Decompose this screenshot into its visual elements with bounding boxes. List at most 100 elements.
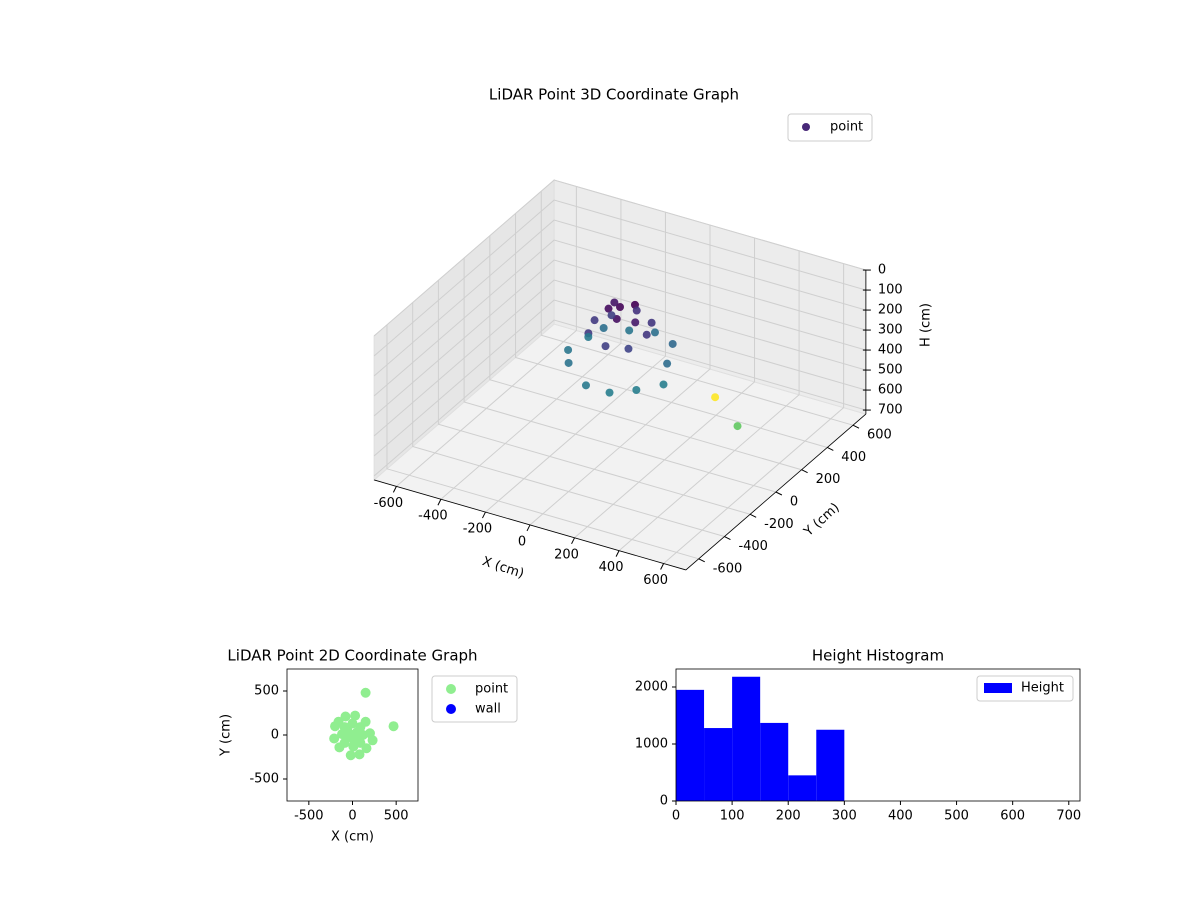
- grid-line: [663, 263, 845, 564]
- z-tick-label: 0: [878, 263, 886, 278]
- point: [584, 333, 593, 342]
- point: [360, 687, 371, 698]
- bar: [704, 728, 733, 801]
- grid-line: [373, 299, 867, 457]
- z-axis-label: H (cm): [919, 303, 934, 347]
- tick-mark: [698, 558, 705, 563]
- grid-line: [373, 179, 867, 337]
- y-tick-label: 1000: [635, 737, 668, 752]
- grid-line: [396, 186, 577, 487]
- legend-marker: [446, 684, 456, 694]
- bar: [816, 729, 845, 801]
- point: [668, 339, 677, 348]
- x-tick-label: 0: [348, 809, 356, 824]
- z-tick-label: 500: [878, 363, 903, 378]
- point: [340, 711, 351, 722]
- y-tick-label: 0: [790, 495, 798, 510]
- grid-line: [437, 280, 751, 515]
- x-tick-label: 700: [1056, 809, 1081, 824]
- x-tick-label: 500: [944, 809, 969, 824]
- y-tick-label: -200: [764, 517, 794, 532]
- y-tick-label: 500: [254, 684, 279, 699]
- point: [631, 318, 640, 327]
- point: [632, 306, 641, 315]
- grid-line: [373, 259, 867, 417]
- y-tick-label: -600: [713, 561, 743, 576]
- legend-label: Height: [1021, 681, 1064, 696]
- grid-line: [386, 324, 699, 560]
- y-axis-label: Y (cm): [219, 714, 234, 757]
- y-tick-label: 400: [841, 450, 866, 465]
- tick-mark: [437, 499, 442, 506]
- z-tick-label: 600: [878, 383, 903, 398]
- point: [367, 735, 378, 746]
- z-tick-label: 300: [878, 323, 903, 338]
- grid-line: [574, 237, 756, 539]
- legend-label: wall: [475, 702, 501, 717]
- z-tick-label: 400: [878, 343, 903, 358]
- x-tick-label: -200: [463, 522, 493, 537]
- legend-marker: [446, 704, 456, 714]
- x-tick-label: -500: [294, 809, 324, 824]
- point: [564, 358, 573, 367]
- point: [632, 385, 641, 394]
- tick-mark: [392, 486, 397, 493]
- point: [610, 298, 619, 307]
- point: [663, 359, 672, 368]
- x-tick-label: 500: [384, 809, 409, 824]
- point: [659, 380, 668, 389]
- grid-line: [540, 191, 854, 426]
- y-tick-label: 200: [816, 472, 841, 487]
- point: [590, 316, 599, 325]
- y-tick-label: -500: [249, 772, 279, 787]
- x-tick-label: 600: [1000, 809, 1025, 824]
- tick-mark: [526, 524, 531, 532]
- bar: [676, 689, 705, 801]
- legend-box: [976, 675, 1074, 702]
- point: [607, 311, 616, 320]
- point: [361, 743, 372, 754]
- point: [330, 721, 341, 732]
- bar: [788, 775, 817, 801]
- z-tick-label: 200: [878, 303, 903, 318]
- y-tick-label: 600: [867, 428, 892, 443]
- point: [647, 318, 656, 327]
- point: [642, 330, 651, 339]
- tick-mark: [615, 550, 620, 557]
- y-tick-label: 2000: [635, 680, 668, 695]
- point: [388, 721, 399, 732]
- z-tick-label: 700: [878, 403, 903, 418]
- x-tick-label: 100: [720, 809, 745, 824]
- tick-mark: [724, 536, 731, 540]
- z-tick-label: 100: [878, 283, 903, 298]
- tick-mark: [775, 491, 783, 496]
- point: [354, 749, 365, 760]
- point: [605, 388, 614, 397]
- chart-title: LiDAR Point 2D Coordinate Graph: [227, 647, 477, 665]
- x-tick-label: 0: [518, 534, 526, 549]
- grid-line: [489, 235, 802, 471]
- grid-line: [373, 219, 867, 377]
- x-tick-label: 400: [888, 809, 913, 824]
- point: [625, 326, 634, 335]
- chart-title: LiDAR Point 3D Coordinate Graph: [489, 86, 739, 104]
- point: [616, 303, 624, 311]
- legend-marker: [984, 683, 1012, 693]
- point: [360, 716, 371, 727]
- point: [350, 710, 361, 721]
- grid-line: [618, 250, 800, 552]
- tick-mark: [801, 469, 808, 474]
- tick-mark: [827, 447, 834, 451]
- plot-frame: [675, 668, 1081, 802]
- point: [564, 345, 573, 354]
- tick-mark: [482, 511, 486, 519]
- point: [334, 742, 345, 753]
- point: [604, 304, 613, 313]
- point: [650, 328, 659, 337]
- x-tick-label: 600: [643, 573, 668, 588]
- axis-line: [685, 413, 867, 571]
- x-tick-label: -400: [418, 509, 448, 524]
- x-axis-label: X (cm): [480, 554, 526, 582]
- x-tick-label: 200: [776, 809, 801, 824]
